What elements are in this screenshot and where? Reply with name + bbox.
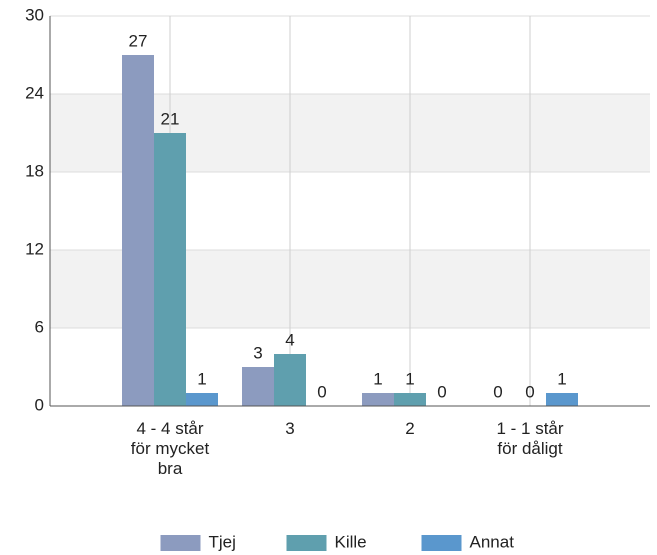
data-label: 3 xyxy=(253,343,262,362)
y-tick-label: 30 xyxy=(25,5,44,24)
y-tick-label: 6 xyxy=(35,317,44,336)
bar xyxy=(394,393,426,406)
legend-label: Kille xyxy=(335,532,367,551)
data-label: 1 xyxy=(557,369,566,388)
y-tick-label: 24 xyxy=(25,83,44,102)
data-label: 0 xyxy=(317,382,326,401)
legend-label: Tjej xyxy=(209,532,236,551)
y-tick-label: 12 xyxy=(25,239,44,258)
legend-swatch xyxy=(160,535,201,551)
x-tick-label: 3 xyxy=(285,419,294,438)
x-tick-label: 1 - 1 står för dåligt xyxy=(496,419,563,458)
data-label: 1 xyxy=(405,369,414,388)
bar xyxy=(274,354,306,406)
legend-swatch xyxy=(421,535,462,551)
data-label: 0 xyxy=(525,382,534,401)
data-label: 1 xyxy=(197,369,206,388)
y-tick-label: 0 xyxy=(35,395,44,414)
bar xyxy=(122,55,154,406)
data-label: 4 xyxy=(285,330,294,349)
data-label: 1 xyxy=(373,369,382,388)
x-tick-label: 4 - 4 står för mycket bra xyxy=(131,419,210,478)
data-label: 21 xyxy=(161,109,180,128)
bar xyxy=(362,393,394,406)
legend-label: Annat xyxy=(470,532,515,551)
data-label: 0 xyxy=(437,382,446,401)
legend-swatch xyxy=(286,535,327,551)
data-label: 27 xyxy=(129,31,148,50)
data-label: 0 xyxy=(493,382,502,401)
x-tick-label: 2 xyxy=(405,419,414,438)
y-tick-label: 18 xyxy=(25,161,44,180)
bar xyxy=(242,367,274,406)
bar xyxy=(186,393,218,406)
bar xyxy=(154,133,186,406)
bar xyxy=(546,393,578,406)
